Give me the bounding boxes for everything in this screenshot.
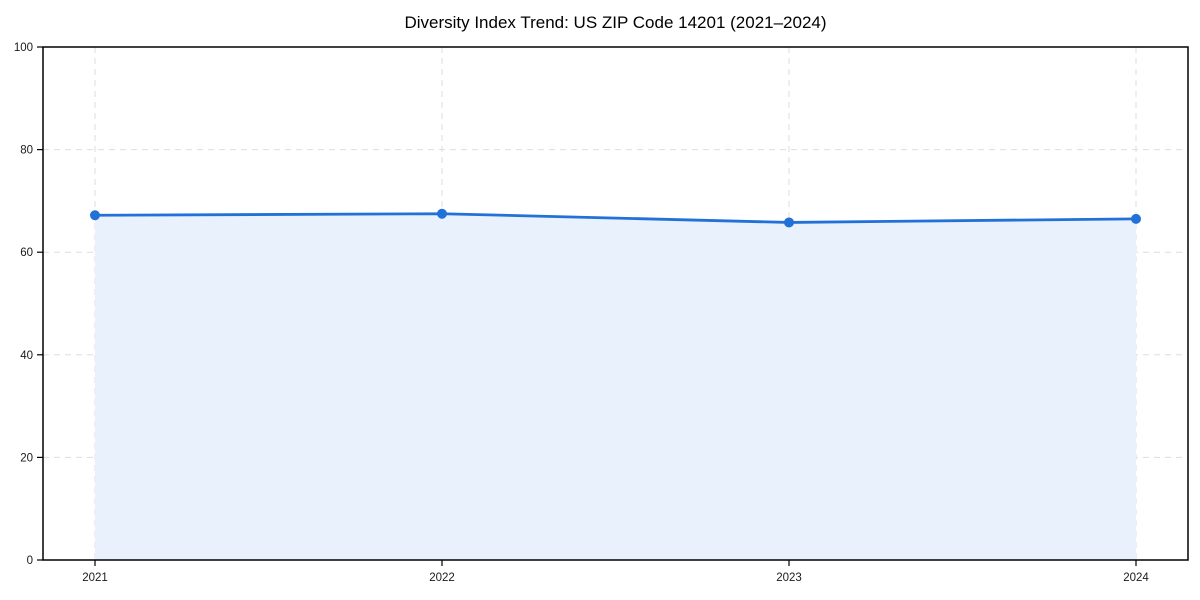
data-point-marker: [437, 208, 447, 219]
y-axis-tick-label: 60: [20, 247, 33, 259]
y-axis-tick-label: 40: [20, 350, 33, 362]
data-point-marker: [90, 210, 100, 221]
area-fill: [95, 213, 1136, 560]
data-point-marker: [784, 217, 794, 228]
y-axis-tick-label: 0: [27, 555, 33, 567]
y-axis-tick-label: 100: [14, 42, 33, 54]
x-axis-tick-label: 2023: [776, 572, 802, 584]
trend-line: [93, 212, 1138, 224]
x-axis-tick-label: 2024: [1123, 572, 1149, 584]
data-point-marker: [1131, 213, 1141, 224]
x-axis-tick-label: 2022: [429, 572, 455, 584]
y-axis-tick-label: 80: [20, 145, 33, 157]
y-axis-tick-label: 20: [20, 452, 33, 464]
x-axis-tick-label: 2021: [82, 572, 108, 584]
chart-title: Diversity Index Trend: US ZIP Code 14201…: [404, 13, 827, 32]
plot-frame: [42, 46, 1189, 561]
